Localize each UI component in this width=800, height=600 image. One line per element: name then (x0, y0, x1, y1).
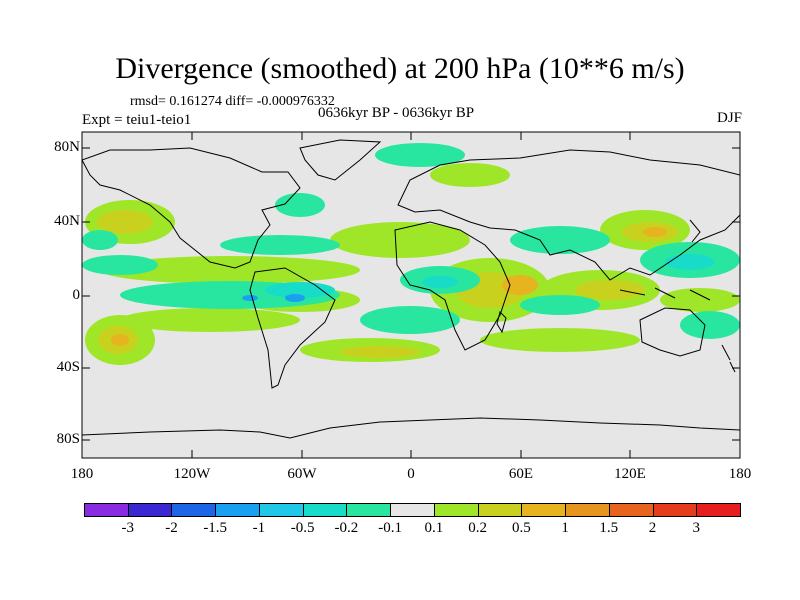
colorbar-label: -1.5 (203, 520, 228, 536)
colorbar-label: 3 (692, 520, 701, 536)
colorbar-label: 0.1 (424, 520, 444, 536)
lon-label-120w: 120W (173, 466, 211, 482)
colorbar-label: -0.2 (334, 520, 359, 536)
season-label: DJF (716, 110, 742, 126)
lat-label-40s: 40S (56, 359, 80, 375)
lon-label-120e: 120E (614, 466, 646, 482)
lon-label-180w: 180 (70, 466, 94, 482)
colorbar-label: 1 (561, 520, 569, 536)
lon-label-60w: 60W (287, 466, 317, 482)
colorbar-swatch (521, 503, 567, 517)
colorbar-swatch (652, 503, 698, 517)
axis-ticks (82, 132, 740, 458)
colorbar-label: 0.2 (468, 520, 487, 536)
lon-label-0: 0 (407, 466, 415, 482)
plot-title: Divergence (smoothed) at 200 hPa (10**6 … (115, 52, 685, 85)
lon-label-180e: 180 (728, 466, 752, 482)
coastlines (82, 139, 740, 439)
divergence-field (82, 143, 740, 365)
colorbar-swatch (171, 503, 217, 517)
colorbar-swatch (390, 503, 435, 517)
lat-label-eq: 0 (72, 287, 81, 303)
period-label: 0636kyr BP - 0636kyr BP (318, 105, 475, 121)
colorbar-swatch (433, 503, 479, 517)
colorbar-swatch (608, 503, 654, 517)
colorbar-label: -3 (121, 520, 134, 536)
colorbar-swatch (477, 503, 523, 517)
lat-label-40n: 40N (54, 213, 80, 229)
colorbar-label: -2 (165, 520, 178, 536)
colorbar-label: -0.5 (290, 520, 315, 536)
colorbar-label: 0.5 (511, 520, 531, 536)
lat-label-80s: 80S (56, 431, 80, 447)
colorbar-label: -0.1 (378, 520, 402, 536)
colorbar-swatch (84, 503, 129, 517)
colorbar-label: -1 (252, 520, 266, 536)
colorbar-label: 2 (648, 520, 657, 536)
experiment-label: Expt = teiu1-teio1 (82, 112, 192, 128)
colorbar-label: 1.5 (599, 520, 619, 536)
colorbar-swatch (127, 503, 173, 517)
colorbar-swatch (258, 503, 304, 517)
colorbar-swatch (346, 503, 392, 517)
colorbar-swatch (696, 503, 741, 517)
colorbar-swatch (565, 503, 610, 517)
colorbar-swatch (215, 503, 260, 517)
lon-label-60e: 60E (508, 466, 534, 482)
lat-label-80n: 80N (54, 139, 80, 155)
colorbar-swatch (302, 503, 348, 517)
stats-label: rmsd= 0.161274 diff= -0.000976332 (130, 94, 335, 109)
